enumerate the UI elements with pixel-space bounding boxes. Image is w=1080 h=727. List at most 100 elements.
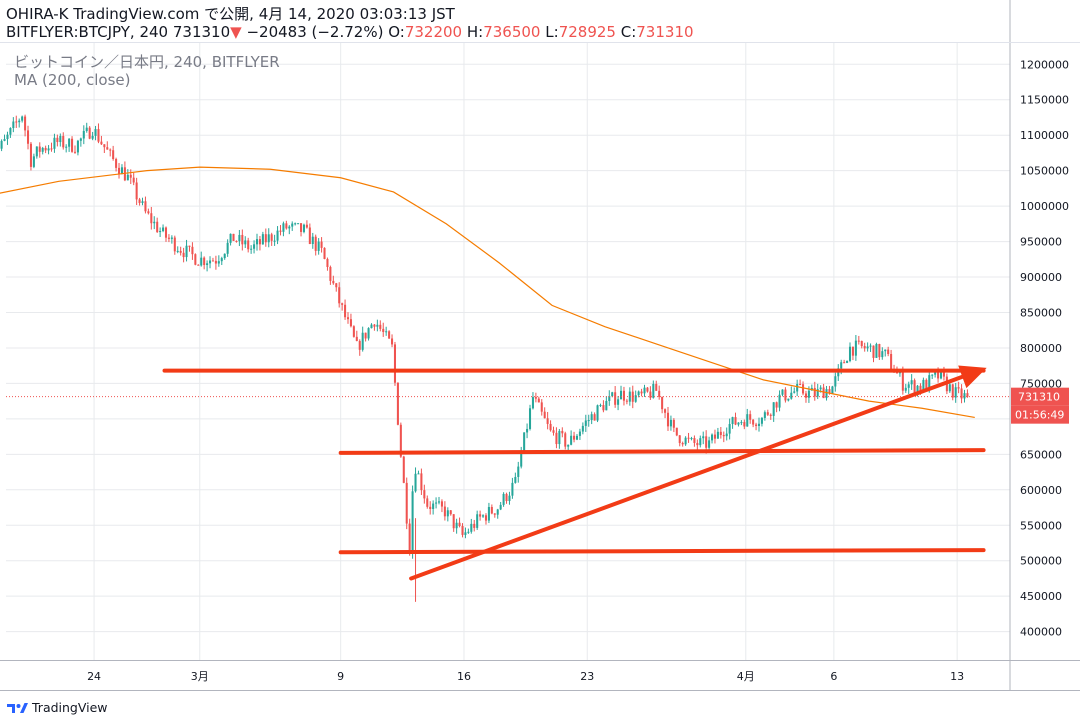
candle-body — [622, 390, 625, 401]
candle-body — [182, 252, 185, 258]
candle-body — [455, 522, 458, 529]
candle-body — [608, 396, 611, 401]
y-tick-label: 1100000 — [1020, 129, 1069, 142]
candle-body — [120, 167, 123, 175]
candle-body — [910, 380, 913, 385]
candle-body — [396, 382, 399, 425]
y-tick-label: 1200000 — [1020, 58, 1069, 71]
candle-body — [15, 121, 18, 123]
candle-body — [684, 437, 687, 445]
candle-body — [176, 250, 179, 252]
y-tick-label: 400000 — [1020, 626, 1062, 639]
trendline — [409, 368, 982, 581]
candle-body — [813, 387, 816, 397]
candle-body — [517, 466, 520, 477]
candle-body — [341, 303, 344, 305]
candle-body — [895, 372, 899, 374]
candle-body — [646, 387, 649, 392]
candle-body — [267, 234, 270, 243]
last-price: 731310 — [172, 23, 231, 41]
candle-body — [361, 332, 364, 350]
y-tick-label: 950000 — [1020, 236, 1062, 249]
candle-body — [731, 417, 734, 425]
series-legend[interactable]: ビットコイン／日本円, 240, BITFLYER — [14, 53, 280, 71]
candle-body — [772, 402, 775, 416]
candle-body — [558, 430, 561, 445]
candle-body — [402, 456, 405, 483]
candle-body — [904, 387, 907, 391]
candle-body — [335, 283, 338, 288]
candle-body — [156, 221, 159, 233]
trendline-arrowhead — [958, 365, 987, 389]
site-brand[interactable]: TradingView.com — [73, 5, 200, 23]
candle-body — [675, 427, 678, 436]
y-tick-label: 1000000 — [1020, 200, 1069, 213]
candle-body — [898, 372, 901, 374]
candle-body — [126, 174, 129, 181]
candle-body — [760, 417, 763, 424]
candle-body — [364, 332, 367, 339]
candle-body — [708, 440, 711, 448]
candle-body — [884, 349, 887, 352]
publish-header: OHIRA-K TradingView.com で公開, 4月 14, 2020… — [6, 5, 455, 23]
y-tick-label: 750000 — [1020, 377, 1062, 390]
candle-body — [382, 328, 385, 333]
candle-body — [76, 140, 79, 153]
candle-body — [514, 476, 517, 483]
candle-body — [194, 254, 197, 265]
candle-body — [816, 389, 819, 397]
candle-body — [822, 387, 825, 399]
candle-body — [261, 234, 264, 245]
candle-body — [590, 414, 593, 421]
y-tick-label: 450000 — [1020, 590, 1062, 603]
candle-body — [411, 491, 414, 554]
candle-body — [960, 388, 963, 399]
ma-legend[interactable]: MA (200, close) — [14, 71, 131, 89]
open-value: 732200 — [404, 23, 463, 41]
y-tick-label: 850000 — [1020, 306, 1062, 319]
candle-body — [573, 435, 576, 440]
candle-body — [687, 437, 690, 439]
candle-body — [719, 431, 722, 436]
candle-body — [493, 513, 496, 515]
price-change: −20483 (−2.72%) — [246, 23, 384, 41]
candle-body — [693, 438, 696, 443]
author-name[interactable]: OHIRA-K — [6, 5, 69, 23]
current-price-label-bg — [1011, 387, 1069, 406]
published-prefix: で公開, — [204, 5, 254, 23]
candle-body — [713, 434, 716, 439]
y-tick-label: 500000 — [1020, 555, 1062, 568]
candle-body — [135, 182, 138, 200]
candle-body — [640, 391, 643, 394]
candle-body — [88, 127, 91, 139]
candle-body — [942, 372, 945, 377]
candle-body — [907, 384, 910, 388]
candle-body — [819, 387, 822, 390]
candle-body — [508, 495, 511, 502]
candle-body — [79, 138, 82, 141]
candle-body — [537, 398, 540, 403]
candle-body — [528, 408, 532, 429]
candle-body — [206, 263, 209, 266]
candle-body — [505, 493, 508, 502]
candle-body — [939, 372, 943, 379]
candle-body — [649, 391, 652, 398]
candle-body — [429, 506, 432, 510]
candle-body — [476, 514, 479, 528]
tradingview-logo-icon[interactable] — [6, 701, 28, 715]
candle-body — [247, 240, 250, 250]
candle-body — [352, 326, 355, 337]
candle-body — [332, 280, 335, 284]
candle-body — [241, 234, 244, 245]
candle-body — [461, 526, 464, 535]
candle-body — [482, 515, 485, 517]
candle-body — [722, 435, 725, 437]
candle-body — [141, 201, 144, 203]
candle-body — [954, 387, 957, 398]
candle-body — [68, 138, 71, 147]
trendline — [338, 548, 986, 555]
candle-body — [725, 433, 728, 437]
candle-body — [214, 260, 217, 264]
footer-brand[interactable]: TradingView — [32, 700, 108, 715]
